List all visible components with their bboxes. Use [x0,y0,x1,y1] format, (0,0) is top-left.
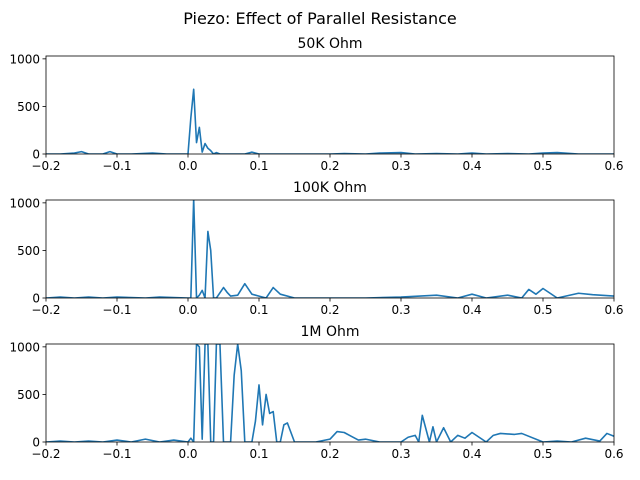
x-tick-label: 0.0 [178,303,197,317]
x-tick-label: 0.4 [462,447,481,461]
x-tick-label: 0.5 [533,159,552,173]
x-tick-label: −0.2 [31,159,60,173]
x-tick-label: 0.1 [249,303,268,317]
x-tick-label: 0.3 [391,159,410,173]
y-tick-label: 1000 [9,340,40,354]
series-line [46,88,614,154]
x-tick-label: 0.1 [249,447,268,461]
chart-title: 100K Ohm [293,180,367,196]
x-tick-label: 0.4 [462,303,481,317]
y-tick-label: 0 [32,436,40,450]
x-tick-label: 0.0 [178,159,197,173]
series-line [46,344,614,442]
x-tick-label: 0.4 [462,159,481,173]
x-tick-label: −0.1 [102,303,131,317]
x-tick-label: 0.6 [604,303,623,317]
axes-frame [45,343,615,443]
y-tick-label: 1000 [9,196,40,210]
y-tick-label: 0 [32,292,40,306]
x-tick-label: 0.6 [604,447,623,461]
x-tick-label: 0.3 [391,303,410,317]
y-tick-label: 1000 [9,52,40,66]
panel-0: 50K Ohm −0.2 −0.1 0.0 0.1 0.2 0.3 0.4 0.5 0.6 0 500… [9,36,623,173]
panel-1: 100K Ohm −0.2 −0.1 0.0 0.1 0.2 0.3 0.4 0.5 0.6 0 50… [9,180,623,317]
y-tick-label: 0 [32,148,40,162]
y-tick-label: 500 [17,388,40,402]
x-tick-label: −0.2 [31,303,60,317]
axes-frame [45,199,615,299]
chart-title: 50K Ohm [298,36,363,52]
axes-frame [45,55,615,155]
y-tick-label: 500 [17,100,40,114]
x-tick-label: −0.2 [31,447,60,461]
chart-title: 1M Ohm [301,324,360,340]
x-tick-label: 0.5 [533,303,552,317]
x-tick-label: 0.1 [249,159,268,173]
x-tick-label: 0.0 [178,447,197,461]
series-line [46,200,614,298]
figure-suptitle: Piezo: Effect of Parallel Resistance [183,9,457,28]
x-tick-label: 0.3 [391,447,410,461]
x-tick-label: 0.6 [604,159,623,173]
y-tick-label: 500 [17,244,40,258]
x-tick-label: 0.5 [533,447,552,461]
x-tick-label: 0.2 [320,159,339,173]
x-tick-label: −0.1 [102,159,131,173]
x-tick-label: 0.2 [320,447,339,461]
panel-2: 1M Ohm −0.2 −0.1 0.0 0.1 0.2 0.3 0.4 0.5 0.6 0 500 1… [9,324,623,461]
x-tick-label: −0.1 [102,447,131,461]
x-tick-label: 0.2 [320,303,339,317]
